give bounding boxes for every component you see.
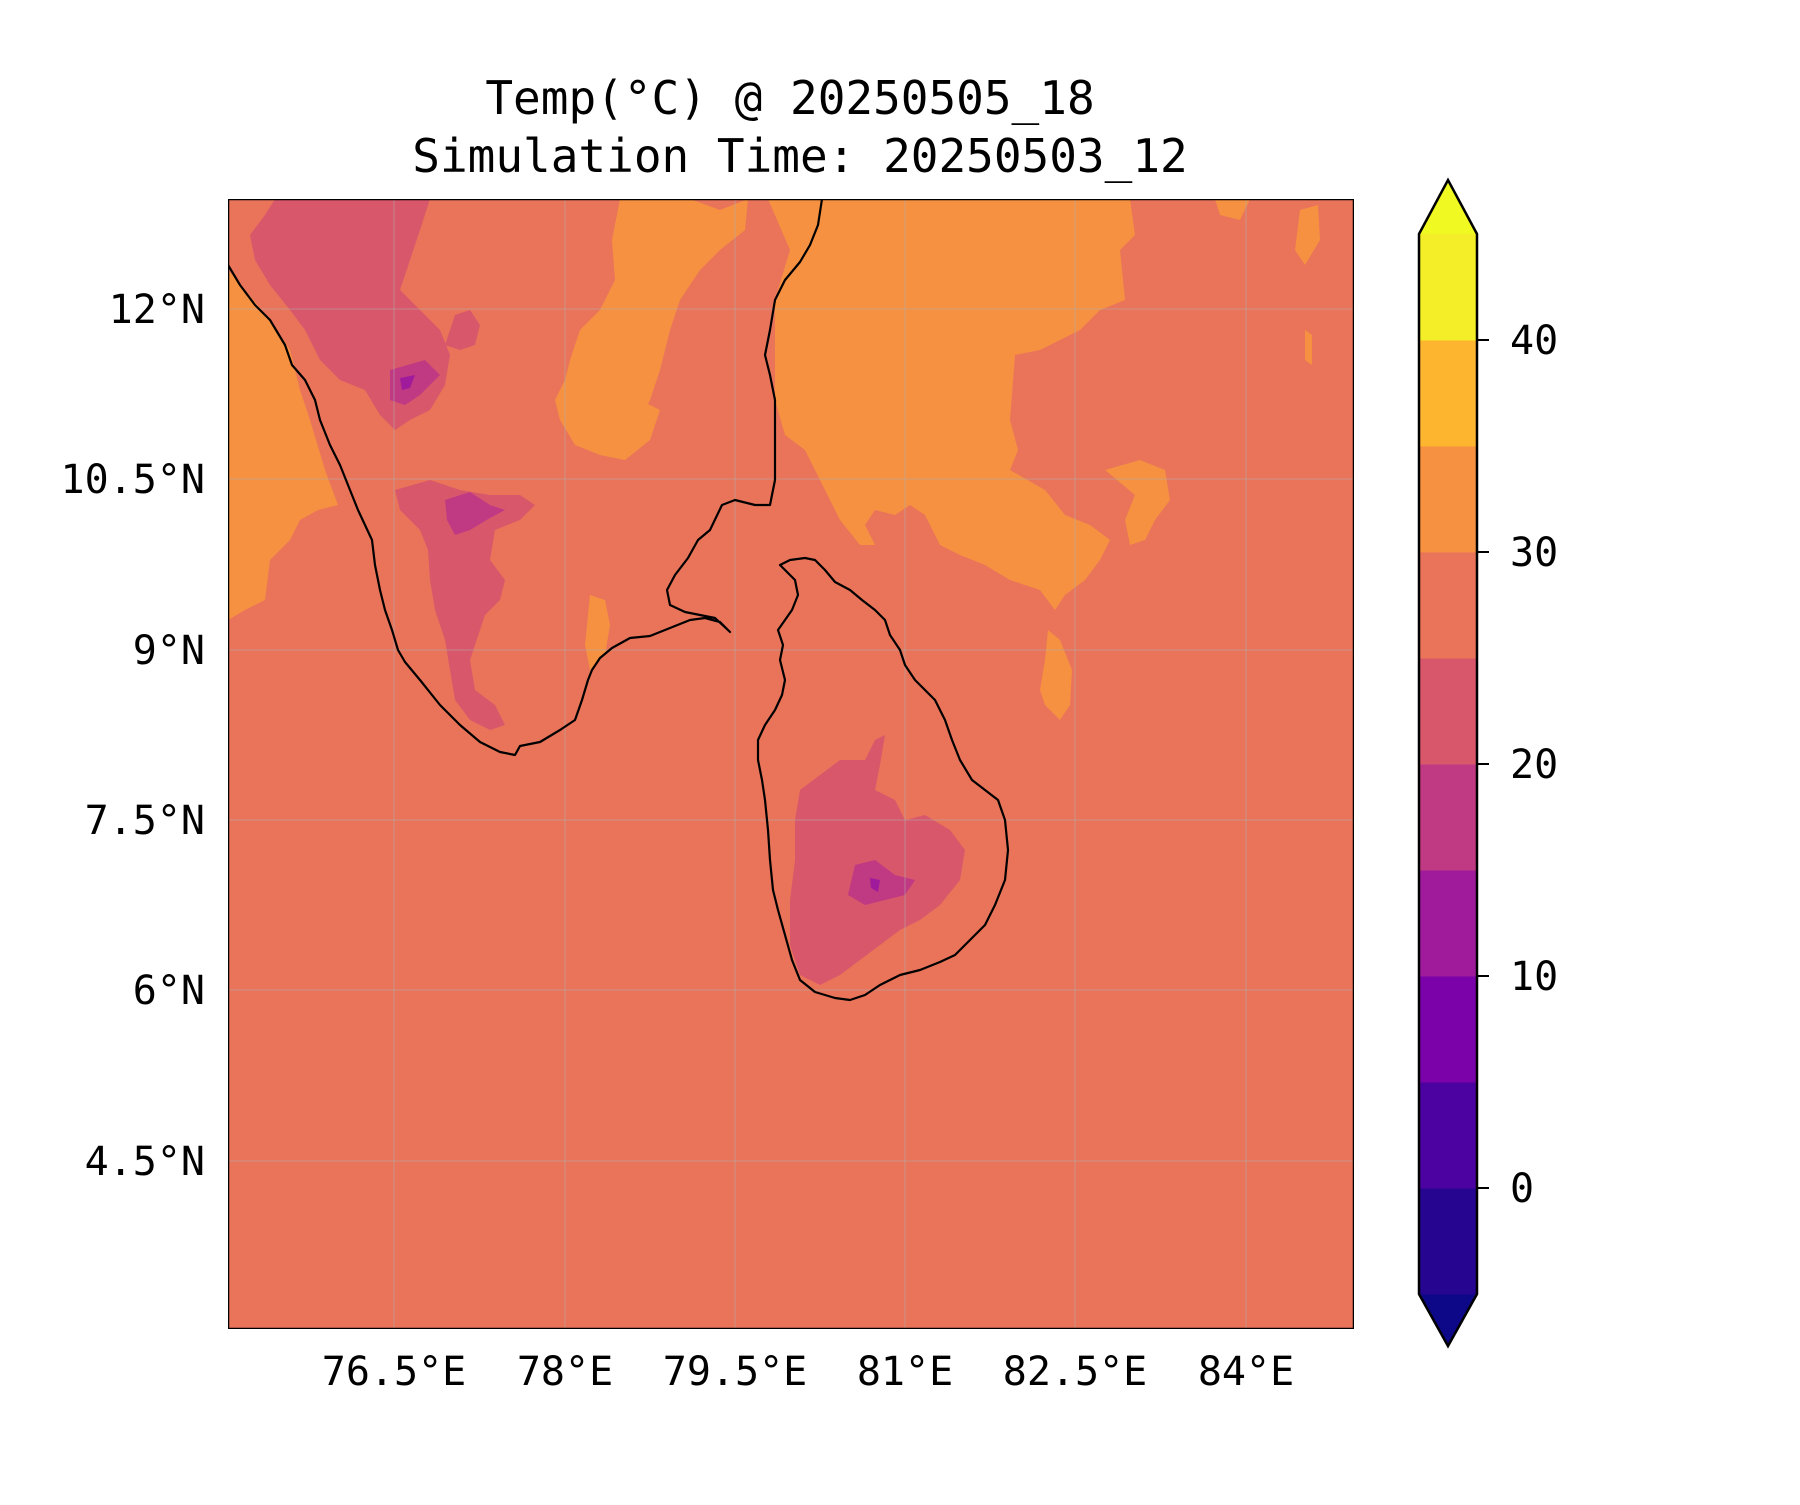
- longitude-axis: 76.5°E 78°E 79.5°E 81°E 82.5°E 84°E: [322, 1349, 1294, 1395]
- colorbar-tick-label: 40: [1510, 318, 1558, 364]
- warm-regions: [228, 199, 1320, 720]
- colorbar-outline: [1417, 177, 1479, 1349]
- lat-tick-label: 6°N: [133, 968, 205, 1014]
- colorbar-bin: [1419, 764, 1477, 871]
- colder-regions: [390, 360, 915, 905]
- colorbar-bin: [1419, 1082, 1477, 1189]
- colorbar-bin: [1419, 552, 1477, 659]
- lon-tick-label: 76.5°E: [322, 1349, 467, 1395]
- lon-tick-label: 79.5°E: [663, 1349, 808, 1395]
- colorbar-tick-label: 10: [1510, 954, 1558, 1000]
- map-title-line1: Temp(°C) @ 20250505_18: [485, 71, 1094, 125]
- latitude-axis: 12°N 10.5°N 9°N 7.5°N 6°N 4.5°N: [61, 287, 206, 1185]
- map-gridlines: [228, 199, 1354, 1329]
- map-panel: [228, 199, 1354, 1329]
- lat-tick-label: 9°N: [133, 628, 205, 674]
- map-title-line2: Simulation Time: 20250503_12: [412, 129, 1187, 183]
- colorbar-bin: [1419, 1188, 1477, 1295]
- lon-tick-label: 78°E: [517, 1349, 613, 1395]
- colorbar-over-arrow: [1419, 180, 1477, 234]
- colorbar-bin: [1419, 870, 1477, 977]
- colorbar-bin: [1419, 340, 1477, 447]
- colorbar-tick-label: 30: [1510, 530, 1558, 576]
- lon-tick-label: 81°E: [857, 1349, 953, 1395]
- colorbar-bin: [1419, 234, 1477, 341]
- sri-lanka-coastline: [756, 556, 1010, 1002]
- lat-tick-label: 10.5°N: [61, 457, 206, 503]
- lon-tick-label: 82.5°E: [1003, 1349, 1148, 1395]
- colorbar-tick-marks: [1477, 339, 1489, 1189]
- colorbar-bin: [1419, 658, 1477, 765]
- colorbar-bin: [1419, 976, 1477, 1083]
- colorbar-tick-label: 0: [1510, 1166, 1534, 1212]
- lat-tick-label: 4.5°N: [85, 1139, 205, 1185]
- coastlines: [228, 199, 1010, 1002]
- colorbar-bin: [1419, 446, 1477, 553]
- colorbar-under-arrow: [1419, 1294, 1477, 1346]
- colorbar: 40 30 20 10 0: [1417, 177, 1558, 1349]
- coldest-regions: [400, 375, 880, 892]
- india-coastline: [228, 199, 824, 757]
- colorbar-tick-label: 20: [1510, 742, 1558, 788]
- lat-tick-label: 7.5°N: [85, 798, 205, 844]
- lat-tick-label: 12°N: [109, 287, 205, 333]
- lon-tick-label: 84°E: [1198, 1349, 1294, 1395]
- colorbar-bins: [1419, 234, 1477, 1295]
